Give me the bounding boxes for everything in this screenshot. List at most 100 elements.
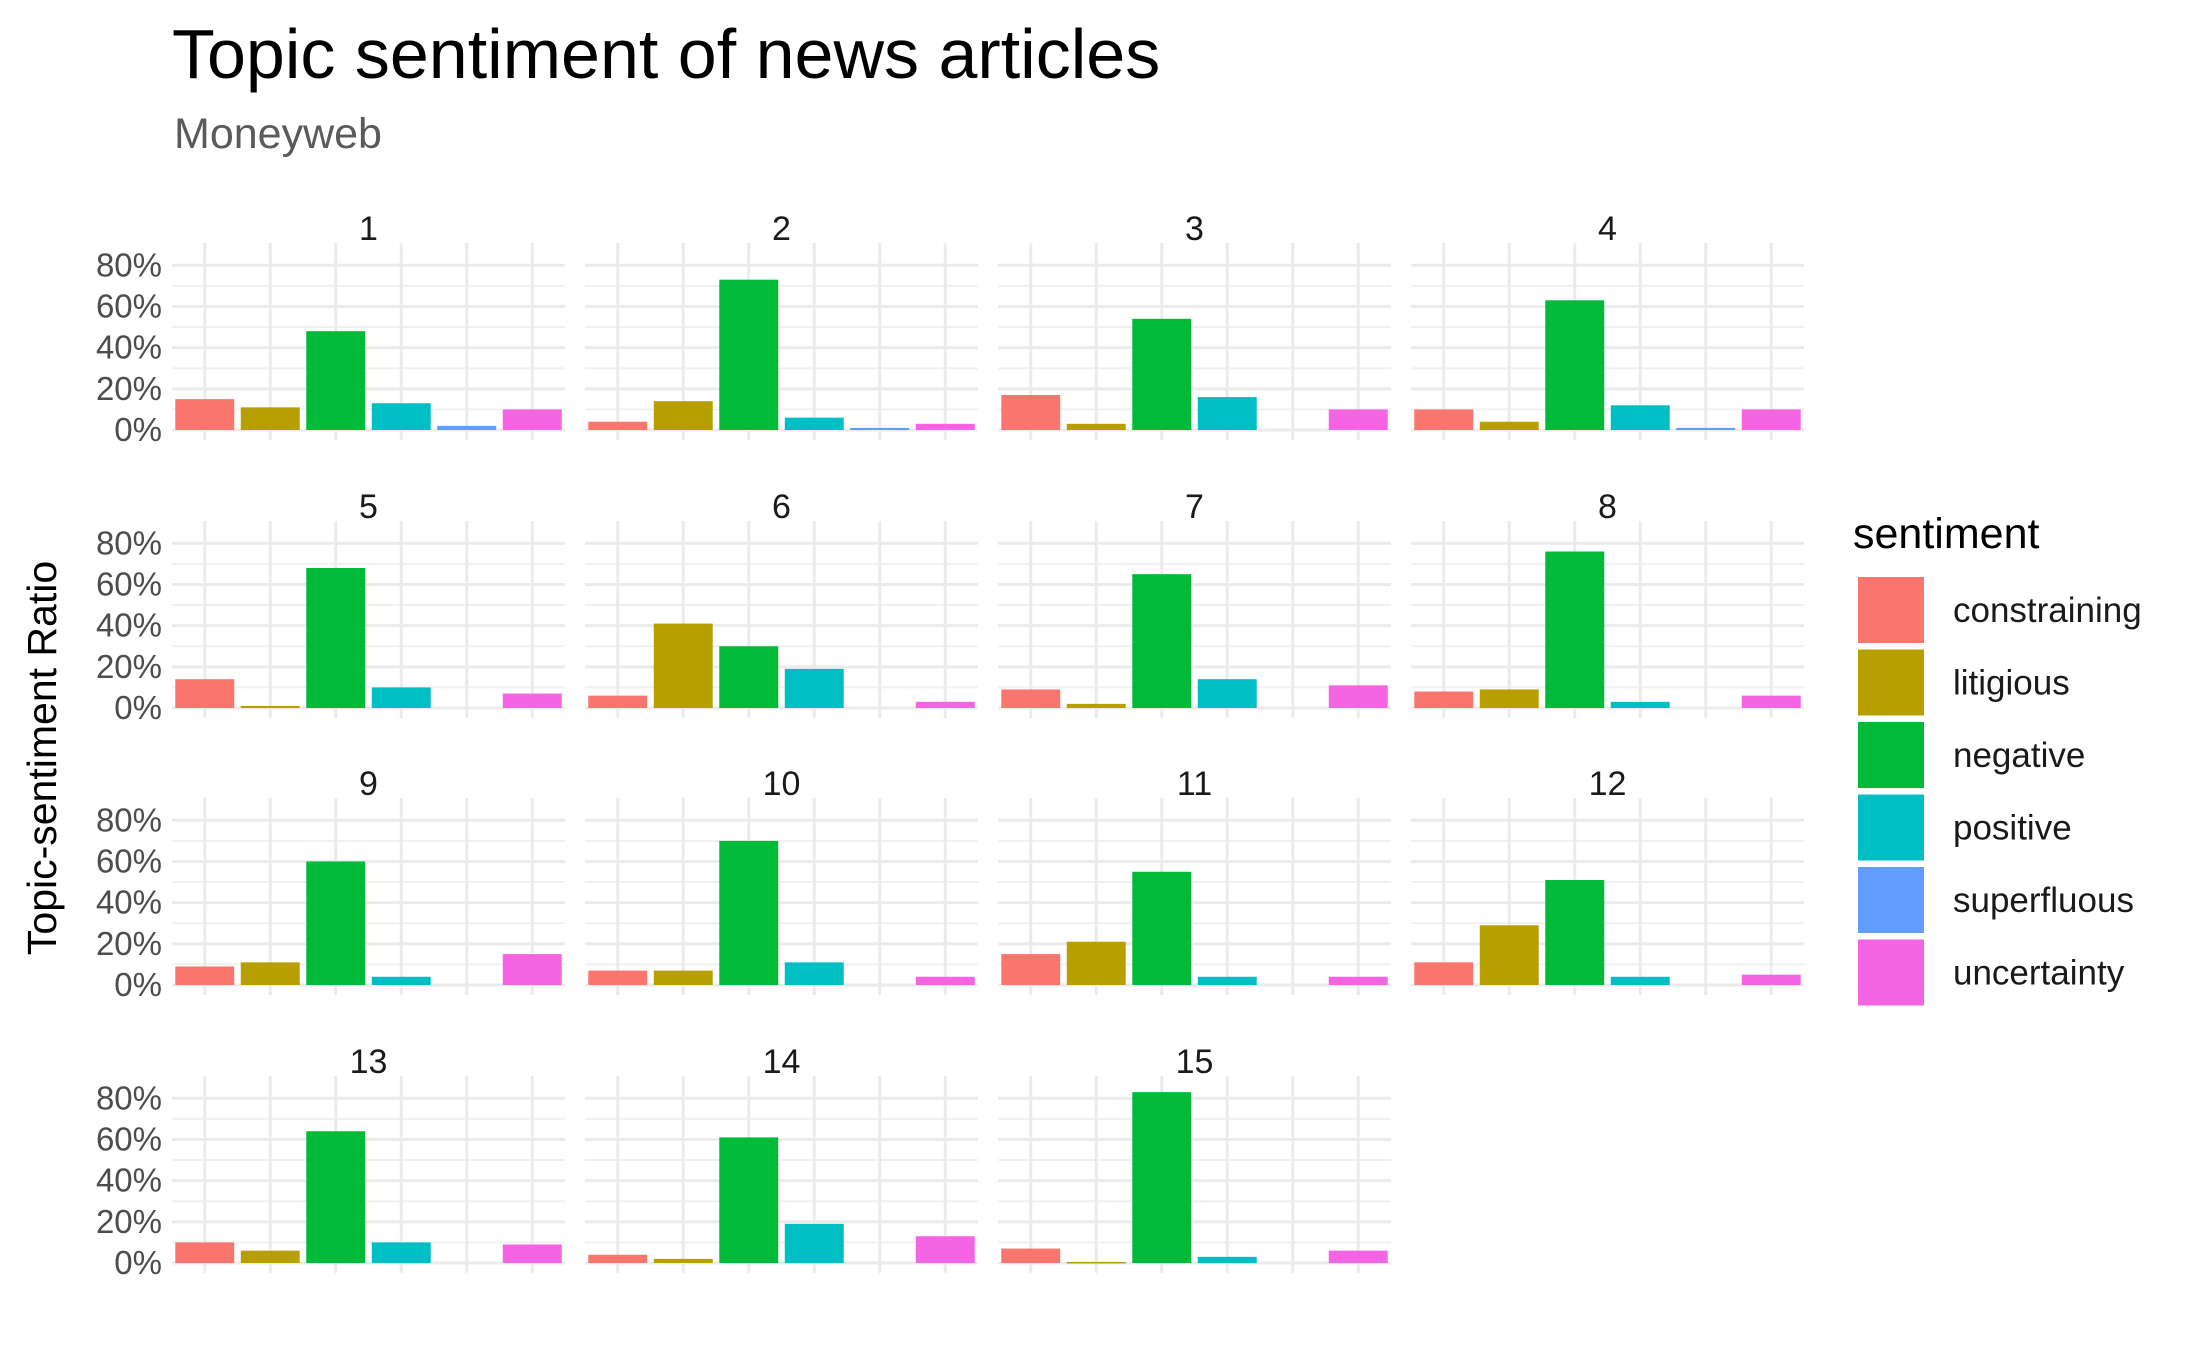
facet-strip-label: 15 — [1176, 1043, 1214, 1081]
bar-negative — [1545, 880, 1605, 985]
bar-uncertainty — [915, 1236, 975, 1263]
bar-constraining — [175, 966, 235, 985]
bar-positive — [784, 962, 844, 985]
bar-constraining — [1001, 689, 1061, 708]
bar-uncertainty — [502, 693, 562, 708]
legend-item-litigious: litigious — [1858, 649, 2070, 716]
facet-panel-4: 4 — [1411, 210, 1804, 440]
facet-strip-label: 11 — [1177, 765, 1212, 803]
facet-panel-9: 9 0% 20% 40% 60% 80% — [96, 765, 565, 1003]
bar-constraining — [1414, 409, 1474, 430]
facet-strip-label: 2 — [772, 210, 791, 248]
facet-panels: 1 0% 20% 40% 60% 80% 2 3 4 5 0% 20% 40% 60% 80% 6 7 8 9 0% 2… — [96, 210, 1804, 1281]
bar-uncertainty — [502, 1244, 562, 1263]
bar-constraining — [588, 421, 648, 430]
facet-strip-label: 12 — [1589, 765, 1627, 803]
bar-positive — [1610, 405, 1670, 430]
bar-positive — [1197, 679, 1257, 708]
y-tick-label: 20% — [96, 370, 162, 407]
bar-constraining — [1414, 962, 1474, 985]
facet-panel-13: 13 0% 20% 40% 60% 80% — [96, 1043, 565, 1281]
legend-item-negative: negative — [1858, 722, 2085, 788]
legend-item-constraining: constraining — [1858, 577, 2142, 643]
facet-strip-label: 4 — [1598, 210, 1617, 248]
facet-panel-7: 7 — [998, 488, 1391, 718]
bar-uncertainty — [915, 423, 975, 430]
facet-panel-10: 10 — [585, 765, 978, 995]
bar-negative — [719, 1137, 779, 1263]
bar-uncertainty — [1328, 685, 1388, 708]
bar-negative — [1132, 574, 1192, 708]
y-tick-label: 80% — [96, 524, 162, 561]
bar-uncertainty — [1741, 409, 1801, 430]
y-tick-label: 60% — [96, 1120, 162, 1157]
bar-negative — [1132, 1092, 1192, 1263]
bar-negative — [1545, 300, 1605, 430]
bar-uncertainty — [915, 701, 975, 708]
bar-negative — [306, 568, 366, 708]
bar-uncertainty — [1328, 976, 1388, 985]
legend-item-uncertainty: uncertainty — [1858, 939, 2125, 1006]
legend-swatch — [1858, 649, 1924, 716]
facet-panel-2: 2 — [585, 210, 978, 440]
facet-strip-label: 3 — [1185, 210, 1204, 248]
bar-negative — [1545, 551, 1605, 708]
facet-panel-11: 11 — [998, 765, 1391, 995]
bar-litigious — [1479, 421, 1539, 430]
bar-litigious — [240, 1250, 300, 1263]
legend: sentiment constraining litigious negative po… — [1853, 510, 2142, 1006]
legend-label: constraining — [1953, 591, 2142, 630]
bar-litigious — [240, 962, 300, 985]
bar-positive — [784, 417, 844, 430]
facet-panel-15: 15 — [998, 1043, 1391, 1273]
bar-constraining — [1001, 395, 1061, 430]
bar-litigious — [1066, 423, 1126, 430]
bar-litigious — [1479, 925, 1539, 985]
bar-negative — [306, 1131, 366, 1263]
bar-uncertainty — [502, 409, 562, 430]
bar-uncertainty — [1741, 695, 1801, 708]
facet-strip-label: 10 — [763, 765, 801, 803]
legend-label: superfluous — [1953, 881, 2134, 920]
y-tick-label: 60% — [96, 287, 162, 324]
legend-swatch — [1858, 794, 1924, 861]
legend-swatch — [1858, 577, 1924, 643]
bar-constraining — [1414, 691, 1474, 708]
bar-positive — [784, 668, 844, 708]
y-tick-label: 80% — [96, 246, 162, 283]
bar-positive — [1610, 976, 1670, 985]
facet-strip-label: 8 — [1598, 488, 1617, 526]
bar-uncertainty — [1328, 1250, 1388, 1263]
bar-positive — [784, 1223, 844, 1263]
y-tick-label: 20% — [96, 1203, 162, 1240]
facet-strip-label: 9 — [359, 765, 378, 803]
y-tick-label: 0% — [114, 411, 162, 448]
bar-uncertainty — [1741, 974, 1801, 985]
bar-positive — [371, 687, 431, 708]
facet-panel-8: 8 — [1411, 488, 1804, 718]
facet-panel-12: 12 — [1411, 765, 1804, 995]
legend-swatch — [1858, 867, 1924, 933]
bar-positive — [1610, 701, 1670, 708]
y-tick-label: 20% — [96, 925, 162, 962]
y-axis-label: Topic-sentiment Ratio — [19, 561, 65, 955]
bar-positive — [1197, 397, 1257, 430]
bar-uncertainty — [915, 976, 975, 985]
bar-negative — [1132, 318, 1192, 430]
y-tick-label: 40% — [96, 329, 162, 366]
bar-litigious — [1066, 703, 1126, 708]
bar-positive — [371, 976, 431, 985]
bar-constraining — [588, 1254, 648, 1263]
bar-litigious — [653, 1258, 713, 1263]
bar-uncertainty — [502, 954, 562, 985]
bar-positive — [1197, 976, 1257, 985]
legend-label: uncertainty — [1953, 954, 2125, 993]
y-tick-label: 20% — [96, 648, 162, 685]
bar-negative — [719, 279, 779, 430]
bar-superfluous — [1676, 427, 1736, 430]
bar-negative — [1132, 871, 1192, 985]
bar-negative — [306, 331, 366, 430]
y-tick-label: 0% — [114, 1244, 162, 1281]
bar-litigious — [240, 705, 300, 708]
